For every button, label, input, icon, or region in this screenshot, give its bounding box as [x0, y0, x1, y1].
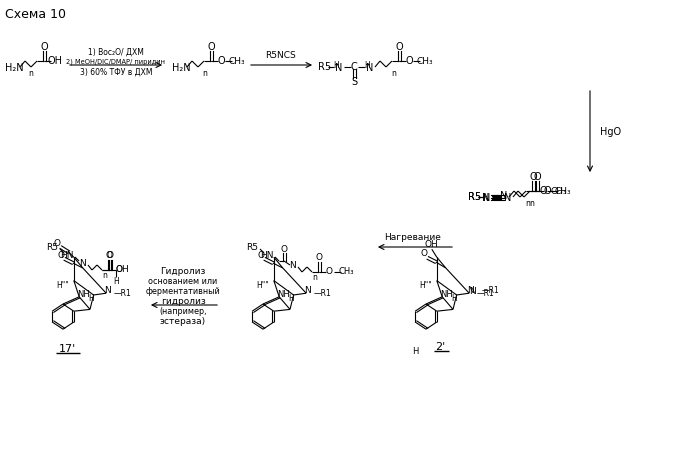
Text: NH: NH: [440, 289, 453, 299]
Text: N: N: [482, 193, 490, 203]
Text: Нагревание: Нагревание: [384, 234, 442, 242]
Text: N: N: [504, 193, 512, 203]
Text: NH: NH: [278, 289, 290, 299]
Text: R5NCS: R5NCS: [266, 51, 296, 60]
Text: 17': 17': [59, 344, 75, 354]
Text: N: N: [469, 287, 475, 296]
Text: O: O: [53, 239, 60, 248]
Text: O: O: [115, 266, 122, 274]
Text: R5: R5: [468, 192, 481, 202]
Text: H: H: [113, 277, 119, 285]
Text: O: O: [539, 186, 547, 196]
Text: H: H: [88, 294, 94, 303]
Text: n: n: [29, 70, 34, 78]
Text: O: O: [280, 245, 287, 253]
Text: HN: HN: [60, 251, 74, 260]
Text: H: H: [412, 347, 418, 355]
Text: N: N: [500, 191, 507, 201]
Text: N: N: [289, 261, 296, 269]
Text: CH₃: CH₃: [551, 186, 568, 196]
Text: C: C: [351, 62, 357, 72]
Text: ферментативный: ферментативный: [145, 288, 220, 296]
Text: —R1: —R1: [481, 286, 499, 294]
Text: H: H: [451, 294, 456, 303]
Text: O: O: [207, 42, 215, 52]
Text: n: n: [526, 200, 531, 208]
Text: H"": H"": [257, 282, 269, 290]
Text: N: N: [366, 63, 374, 73]
Text: R5: R5: [468, 192, 481, 202]
Text: N: N: [467, 286, 473, 295]
Text: O: O: [420, 250, 427, 258]
Text: H₂N: H₂N: [5, 63, 24, 73]
Text: H: H: [288, 294, 294, 303]
Text: R5: R5: [318, 62, 331, 72]
Text: O: O: [529, 172, 537, 182]
Text: OH: OH: [116, 266, 130, 274]
Text: —R1: —R1: [113, 289, 131, 298]
Text: CH₃: CH₃: [338, 267, 354, 277]
Text: O: O: [57, 251, 64, 260]
Text: основанием или: основанием или: [148, 278, 217, 287]
Text: O: O: [40, 42, 48, 52]
Text: R5: R5: [246, 242, 258, 251]
Text: CH₃: CH₃: [417, 56, 433, 65]
Text: O: O: [106, 251, 113, 261]
Text: n: n: [391, 70, 396, 78]
Text: H"": H"": [419, 282, 433, 290]
Text: O: O: [533, 172, 541, 182]
Text: H"": H"": [57, 282, 69, 290]
Text: CH₃: CH₃: [555, 186, 571, 196]
Text: H₂N: H₂N: [172, 63, 191, 73]
Text: OH: OH: [425, 240, 439, 249]
Text: H: H: [364, 61, 370, 71]
Text: O: O: [543, 186, 551, 196]
Text: NH: NH: [78, 289, 90, 299]
Text: O: O: [326, 267, 333, 277]
Text: Схема 10: Схема 10: [5, 8, 66, 21]
Text: n: n: [203, 70, 208, 78]
Text: O: O: [217, 56, 225, 66]
Text: S: S: [351, 77, 357, 87]
Text: n: n: [103, 271, 108, 279]
Text: n: n: [530, 200, 535, 208]
Text: 2': 2': [435, 342, 445, 352]
Text: HN: HN: [260, 251, 274, 260]
Text: Гидролиз: Гидролиз: [160, 267, 206, 277]
Text: O: O: [315, 253, 322, 262]
Text: R5: R5: [46, 242, 58, 251]
Text: N: N: [103, 286, 110, 295]
Text: N: N: [336, 63, 343, 73]
Text: эстераза): эстераза): [160, 317, 206, 327]
Text: 3) 60% ТФУ в ДХМ: 3) 60% ТФУ в ДХМ: [80, 67, 152, 76]
Text: O: O: [395, 42, 403, 52]
Text: N: N: [483, 193, 491, 203]
Text: (например,: (например,: [159, 307, 207, 316]
Text: H: H: [333, 61, 339, 71]
Text: O: O: [106, 251, 113, 261]
Text: HgO: HgO: [600, 127, 621, 137]
Text: 1) Boc₂O/ ДХМ: 1) Boc₂O/ ДХМ: [88, 48, 144, 56]
Text: N: N: [80, 258, 87, 267]
Text: OH: OH: [48, 56, 62, 66]
Text: O: O: [405, 56, 413, 66]
Text: CH₃: CH₃: [229, 56, 245, 65]
Text: O: O: [257, 251, 264, 260]
Text: n: n: [312, 273, 317, 282]
Text: —R1: —R1: [477, 289, 494, 298]
Text: 2) МеОН/DIC/DMAP/ пиридин: 2) МеОН/DIC/DMAP/ пиридин: [66, 59, 166, 65]
Text: гидролиз: гидролиз: [161, 298, 206, 306]
Text: —R1: —R1: [313, 289, 331, 298]
Text: N: N: [304, 286, 310, 295]
